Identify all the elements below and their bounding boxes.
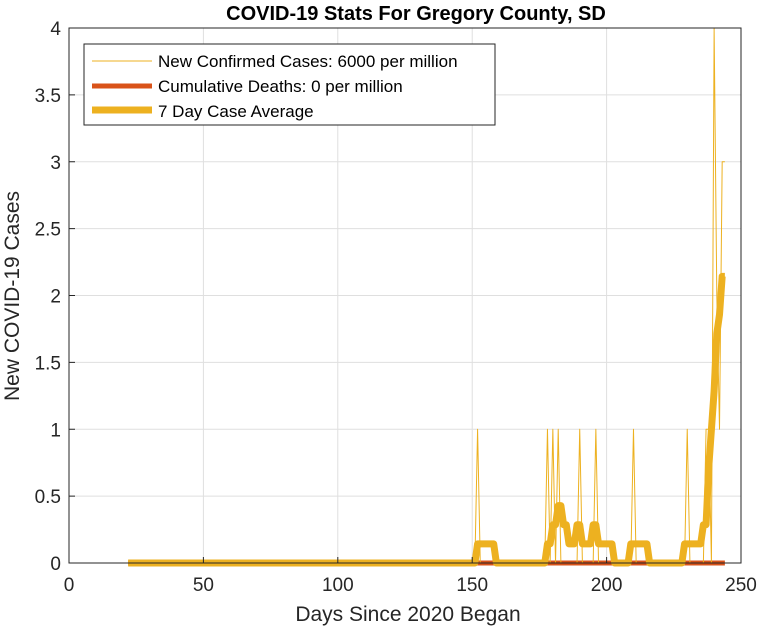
y-tick-label: 3 bbox=[50, 153, 61, 174]
x-tick-label: 100 bbox=[322, 575, 354, 596]
x-tick-label: 150 bbox=[456, 575, 488, 596]
x-tick-label: 250 bbox=[725, 575, 757, 596]
series-new-confirmed-cases bbox=[128, 27, 725, 564]
legend-label-new-cases: New Confirmed Cases: 6000 per million bbox=[158, 52, 458, 71]
legend-label-cumulative-deaths: Cumulative Deaths: 0 per million bbox=[158, 77, 403, 96]
x-tick-label: 200 bbox=[591, 575, 623, 596]
legend-box bbox=[83, 43, 496, 126]
x-ticks: 0 50 100 150 200 250 bbox=[64, 557, 757, 596]
chart-title: COVID-19 Stats For Gregory County, SD bbox=[226, 3, 606, 25]
x-axis-label: Days Since 2020 Began bbox=[295, 603, 520, 626]
y-tick-label: 2 bbox=[50, 287, 61, 308]
x-tick-label: 50 bbox=[193, 575, 214, 596]
y-ticks: 0 0.5 1 1.5 2 2.5 3 3.5 4 bbox=[35, 19, 75, 575]
x-tick-label: 0 bbox=[64, 575, 75, 596]
y-tick-label: 0 bbox=[50, 554, 61, 575]
legend: New Confirmed Cases: 6000 per million Cu… bbox=[83, 43, 496, 126]
legend-label-7-day-average: 7 Day Case Average bbox=[158, 102, 314, 121]
y-axis-label: New COVID-19 Cases bbox=[1, 191, 24, 401]
y-tick-label: 3.5 bbox=[35, 86, 61, 107]
y-tick-label: 2.5 bbox=[35, 220, 61, 241]
y-tick-label: 1.5 bbox=[35, 353, 61, 374]
y-tick-label: 4 bbox=[50, 19, 61, 40]
y-tick-label: 0.5 bbox=[35, 487, 61, 508]
y-tick-label: 1 bbox=[50, 420, 61, 441]
